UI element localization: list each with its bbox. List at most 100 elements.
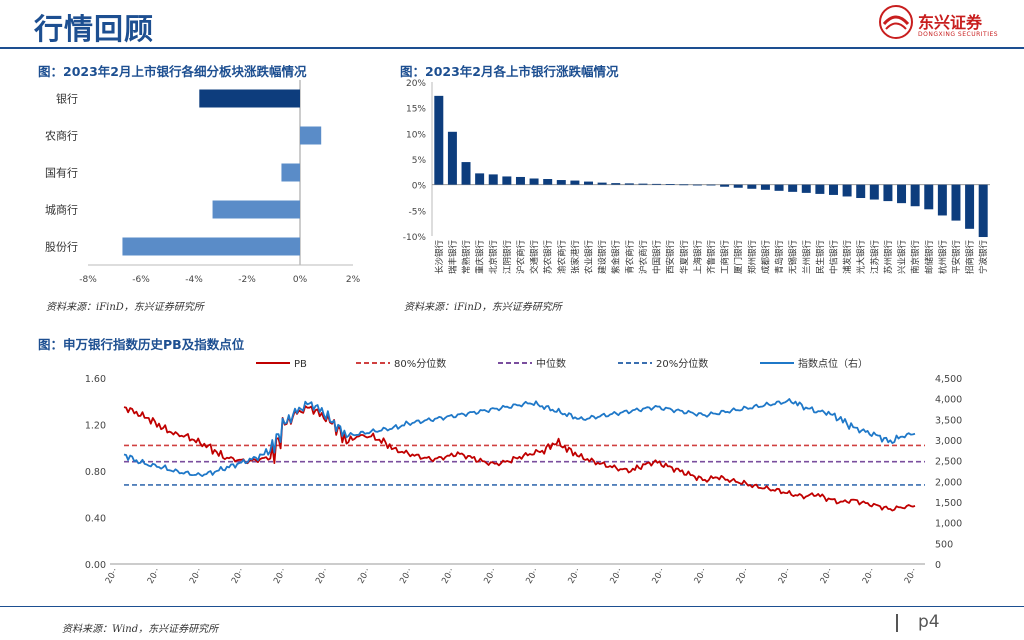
x-tick-label: 20·· [608,567,625,586]
category-label: 厦门银行 [733,240,744,275]
bar [665,184,675,185]
category-label: 成都银行 [760,240,771,275]
category-label: 平安银行 [951,240,962,275]
x-tick-label: -6% [132,275,150,285]
y-right-tick-label: 0 [935,560,941,571]
bar [529,178,539,185]
x-tick-label: 2% [346,275,361,285]
bar [760,184,770,190]
bar [212,200,300,219]
title-rule [0,47,1024,49]
x-tick-label: 20·· [482,567,499,586]
category-label: 农业银行 [584,240,595,275]
bar [883,184,893,202]
bar [447,131,457,185]
y-left-tick-label: 0.00 [85,560,106,571]
bar [788,184,798,192]
bar [965,184,975,229]
y-tick-label: -5% [408,207,426,217]
category-label: 北京银行 [488,240,499,275]
bar [570,180,580,185]
x-tick-label: 20·· [524,567,541,586]
category-label: 建设银行 [597,240,608,275]
page-title: 行情回顾 [34,12,155,46]
category-label: 渝农商行 [556,240,567,275]
chart3-title: 图：申万银行指数历史PB及指数点位 [38,337,245,352]
category-label: 宁波银行 [978,240,989,275]
bar [869,184,879,200]
bar [434,95,444,185]
pb-line [123,405,916,512]
bar [679,184,689,186]
category-label: 南京银行 [910,240,921,275]
bar [856,184,866,199]
x-tick-label: -8% [79,275,97,285]
bar [300,126,322,145]
category-label: 齐鲁银行 [706,240,717,275]
x-tick-label: 20·· [314,567,331,586]
y-tick-label: 0% [412,182,427,192]
bar [842,184,852,197]
category-label: 农商行 [45,129,78,143]
bar [488,174,498,185]
bar [638,183,648,185]
y-tick-label: -10% [403,233,427,243]
x-tick-label: 20·· [819,567,836,586]
bar [556,180,566,185]
x-tick-label: 20·· [651,567,668,586]
bar [475,173,485,185]
category-label: 交通银行 [529,240,540,275]
y-left-tick-label: 1.20 [85,421,106,432]
category-label: 紫金银行 [611,240,622,275]
x-tick-label: 20·· [188,567,205,586]
category-label: 光大银行 [856,240,867,275]
category-label: 中信银行 [828,240,839,275]
bar [281,163,300,182]
bar [733,184,743,188]
y-tick-label: 5% [412,156,427,166]
chart2-source: 资料来源：iFinD，东兴证券研究所 [404,302,562,313]
logo-subtitle: DONGXING SECURITIES [918,31,999,38]
y-right-tick-label: 4,500 [935,374,962,385]
bar [515,176,525,185]
bar [978,184,988,238]
bar [584,181,594,185]
category-label: 无锡银行 [788,240,799,275]
x-tick-label: -4% [185,275,203,285]
logo-name: 东兴证券 [918,13,983,32]
x-tick-label: 20·· [272,567,289,586]
y-right-tick-label: 3,000 [935,436,962,447]
y-right-tick-label: 500 [935,539,953,550]
category-label: 招商银行 [965,240,976,275]
x-tick-label: 20·· [735,567,752,586]
bar [543,179,553,185]
legend-label: PB [294,359,307,370]
bar [611,183,621,185]
bar [910,184,920,207]
category-label: 城商行 [45,203,78,217]
legend-label: 指数点位（右） [798,357,868,370]
y-right-tick-label: 4,000 [935,395,962,406]
x-tick-label: 20·· [693,567,710,586]
legend-label: 20%分位数 [656,357,708,370]
category-label: 瑞丰银行 [447,240,458,275]
index-line [123,398,916,477]
category-label: 中国银行 [652,240,663,275]
page-number: p4 [918,612,940,632]
y-right-tick-label: 1,000 [935,519,962,530]
chart3-source: 资料来源：Wind，东兴证券研究所 [62,624,219,635]
logo: 东兴证券 DONGXING SECURITIES [878,4,1003,44]
legend-label: 80%分位数 [394,357,446,370]
x-tick-label: 20·· [777,567,794,586]
bank-change-chart: 20% 15% 10% 5% 0% -5% -10% 长沙银行 瑞丰银行 常熟银行 重庆银行 北京银行… [403,79,990,275]
x-tick-label: 20·· [104,567,121,586]
bar [828,184,838,195]
logo-emblem-icon [879,5,913,39]
bar [897,184,907,204]
category-label: 兰州银行 [801,240,812,275]
category-label: 长沙银行 [434,240,445,275]
y-right-tick-label: 3,500 [935,415,962,426]
x-tick-label: 20·· [566,567,583,586]
category-label: 苏州银行 [883,240,894,275]
